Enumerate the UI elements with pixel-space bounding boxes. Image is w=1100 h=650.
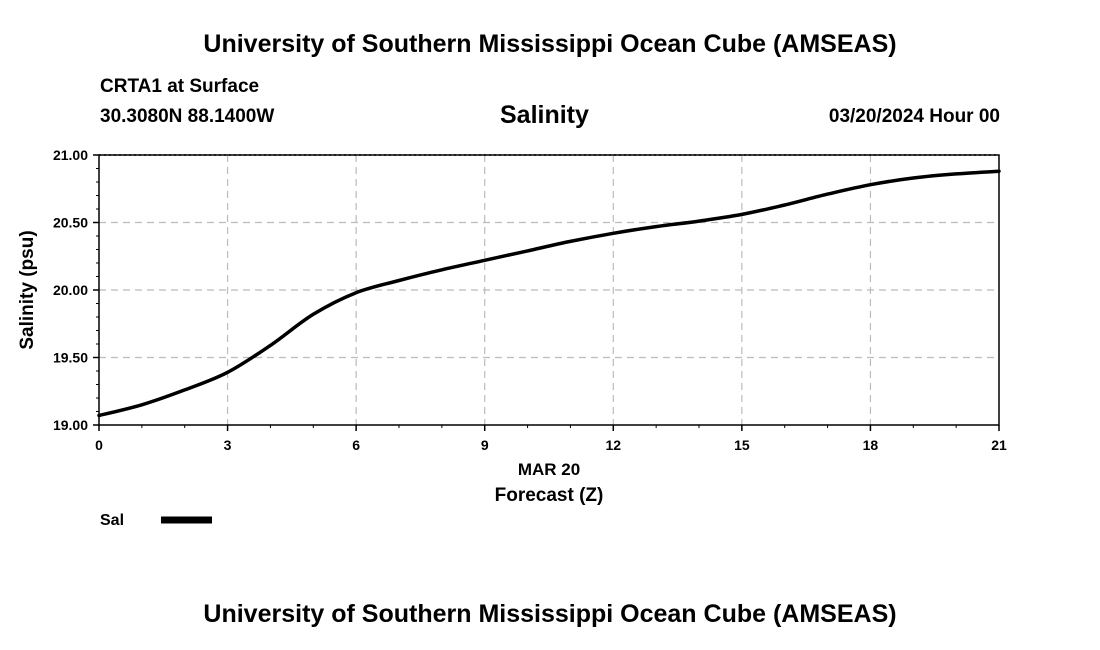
ticks-layer: 0 3 6 9 12 15 18 21 19.00 19.50 20.00 20.50 21.00: [53, 147, 1007, 453]
series-line-sal: [97, 169, 1001, 418]
location-label: 30.3080N 88.1400W: [100, 106, 275, 127]
legend: Sal: [100, 512, 212, 529]
x-tick-label: 21: [991, 437, 1007, 453]
x-axis-label: Forecast (Z): [495, 485, 604, 506]
page-title-bottom: University of Southern Mississippi Ocean…: [203, 600, 897, 628]
y-tick-label: 21.00: [53, 147, 88, 163]
y-tick-label: 19.50: [53, 350, 88, 366]
x-tick-label: 3: [224, 437, 232, 453]
x-tick-label: 9: [481, 437, 489, 453]
station-label: CRTA1 at Surface: [100, 76, 260, 97]
x-tick-label: 12: [605, 437, 621, 453]
y-axis-label: Salinity (psu): [17, 230, 38, 349]
datetime-label: 03/20/2024 Hour 00: [828, 106, 1000, 127]
chart-title: Salinity: [500, 101, 589, 129]
grid-layer: [99, 154, 999, 425]
series-layer: [97, 169, 1001, 418]
y-tick-label: 19.00: [53, 417, 88, 433]
x-tick-label: 18: [863, 437, 879, 453]
x-tick-label: 6: [352, 437, 360, 453]
page-title-top: University of Southern Mississippi Ocean…: [203, 30, 897, 58]
x-date-label: MAR 20: [518, 460, 580, 479]
y-tick-label: 20.50: [53, 215, 88, 231]
legend-label-sal: Sal: [100, 512, 124, 529]
x-tick-label: 0: [95, 437, 103, 453]
x-tick-label: 15: [734, 437, 750, 453]
y-tick-label: 20.00: [53, 282, 88, 298]
